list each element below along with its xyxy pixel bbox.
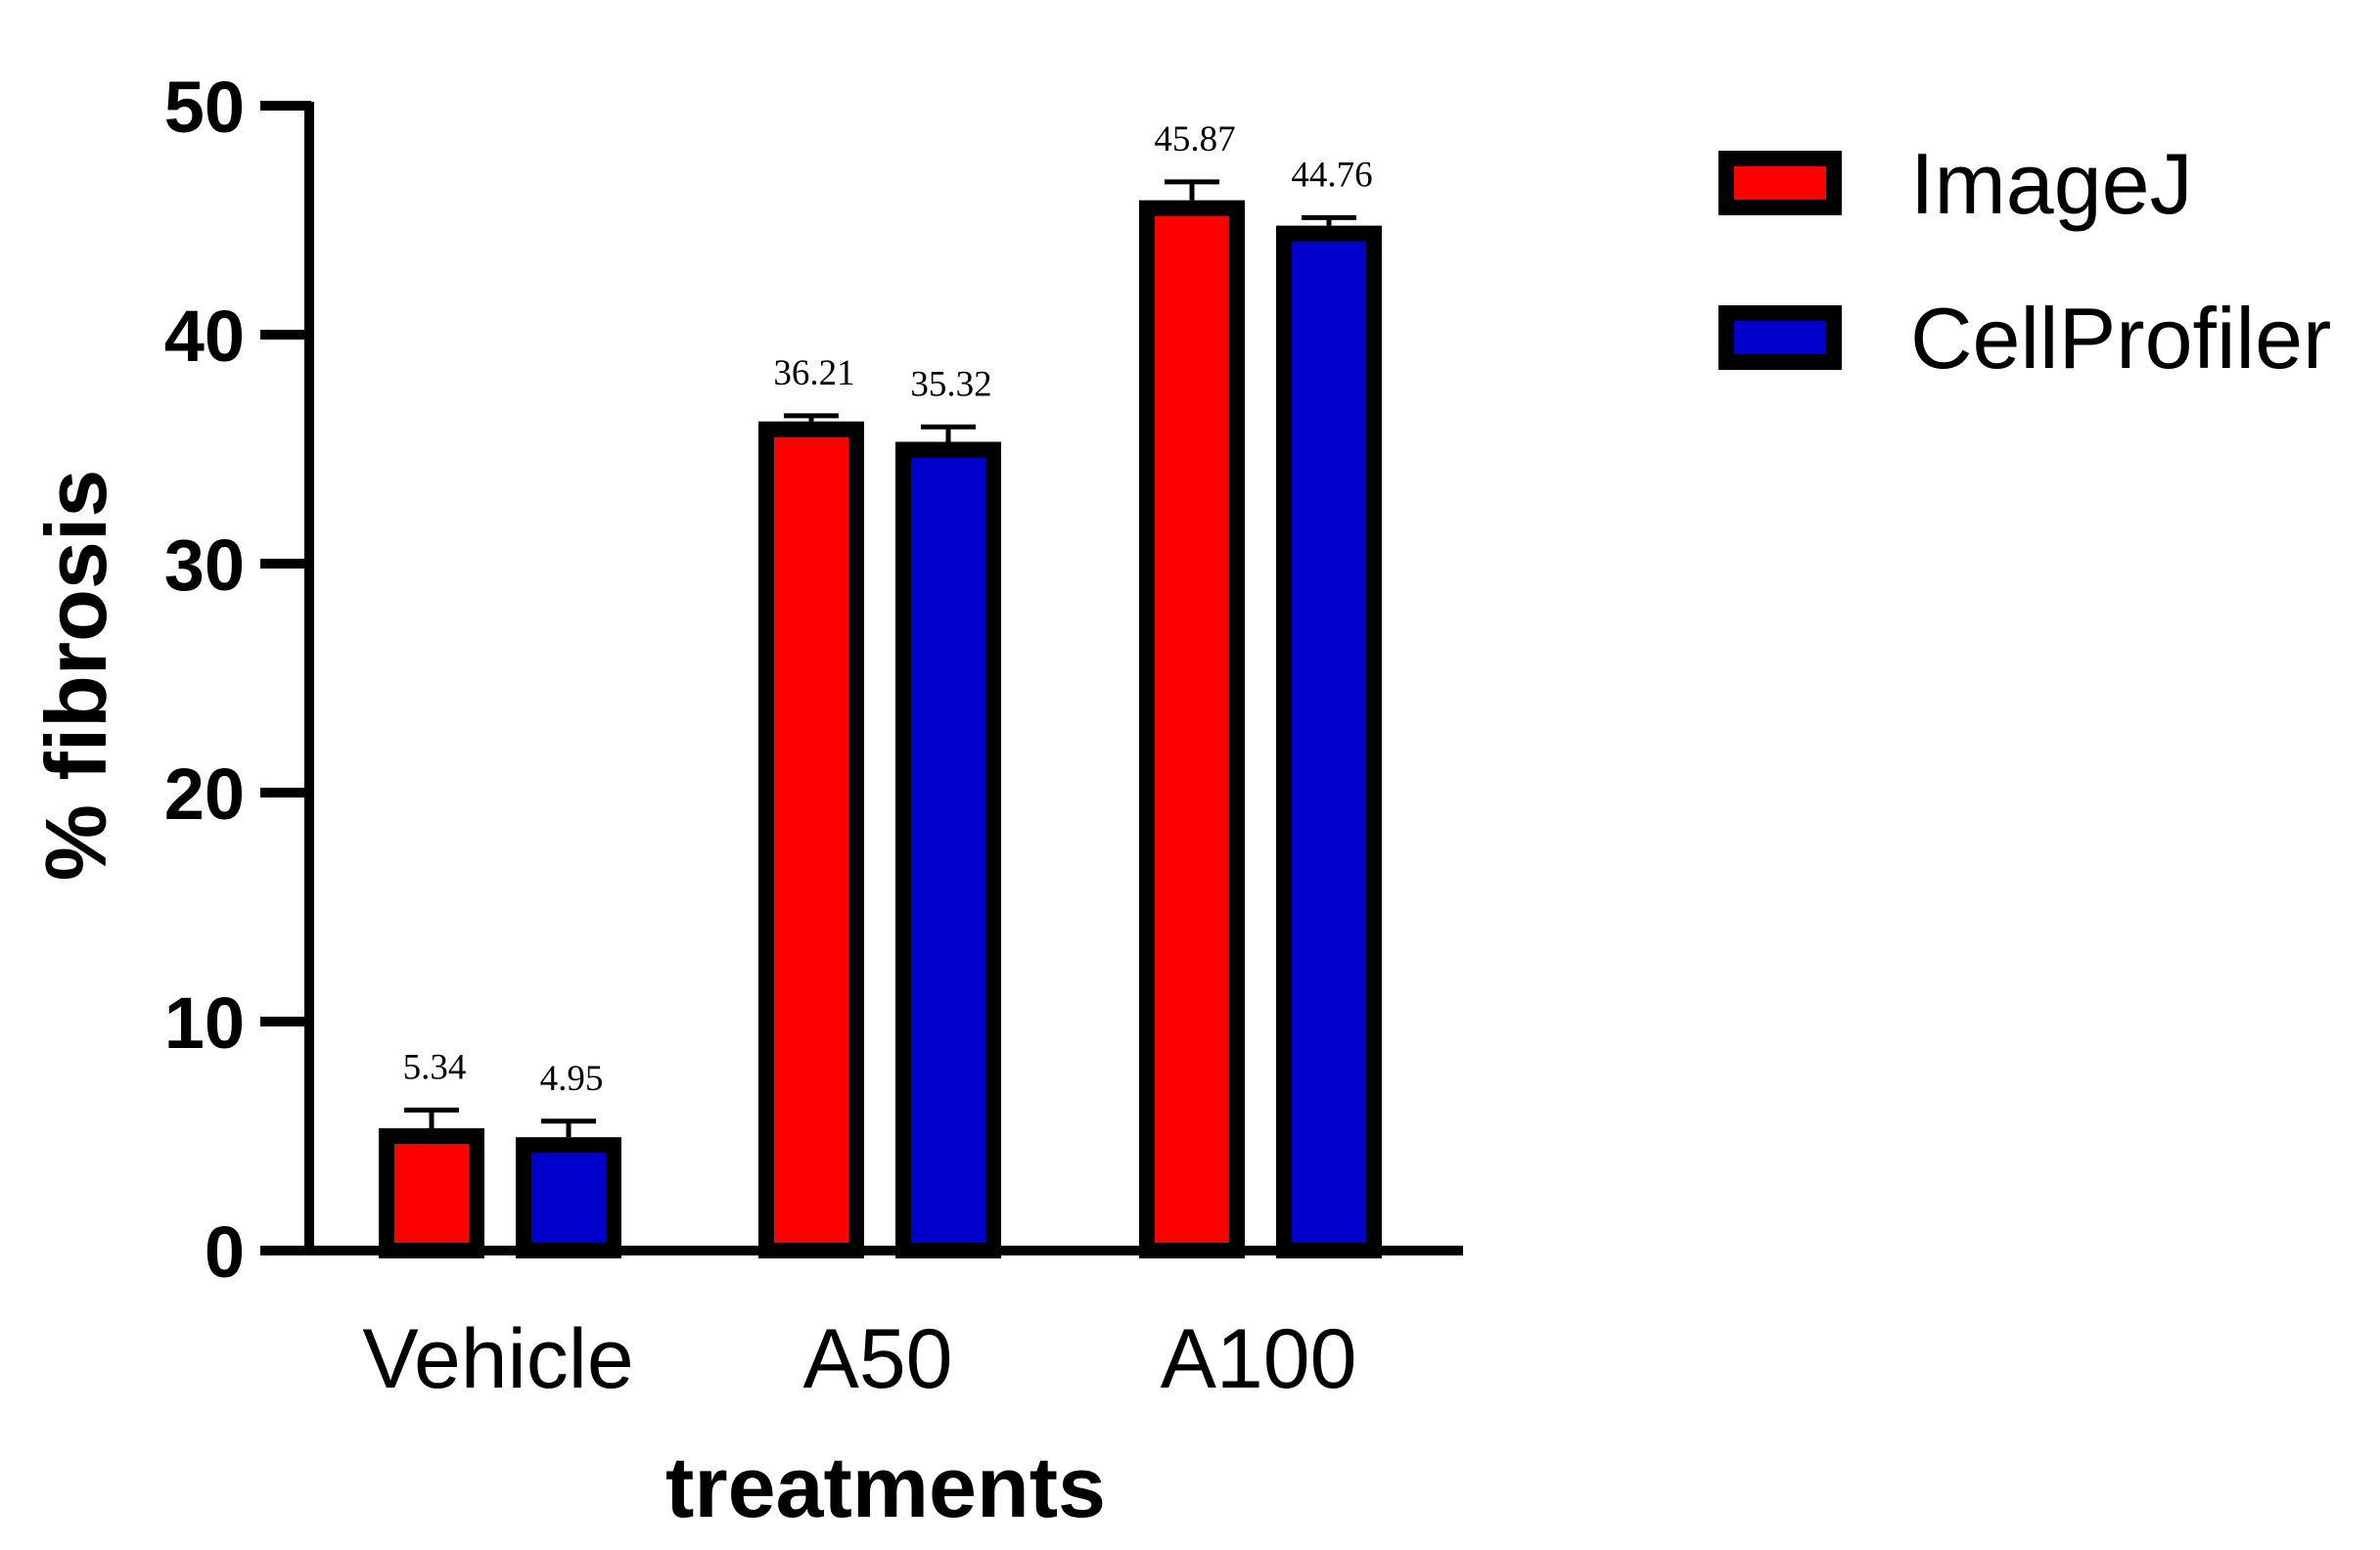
bar-cellprofiler-vehicle xyxy=(516,1137,621,1259)
y-tick-label-20: 20 xyxy=(164,753,245,835)
x-axis-title: treatments xyxy=(665,1438,1106,1535)
legend: ImageJ CellProfiler xyxy=(1718,135,2331,387)
data-label-imagej-a100: 45.87 xyxy=(1154,119,1235,160)
y-tick-label-10: 10 xyxy=(164,982,245,1064)
y-tick-label-40: 40 xyxy=(164,296,245,377)
y-tick-label-30: 30 xyxy=(164,524,245,606)
x-tick-label-a50: A50 xyxy=(802,1312,952,1406)
data-label-cellprofiler-vehicle: 4.95 xyxy=(540,1059,604,1099)
x-tick-label-vehicle: Vehicle xyxy=(362,1312,633,1406)
data-label-cellprofiler-a100: 44.76 xyxy=(1291,155,1372,195)
bar-imagej-a50 xyxy=(758,421,864,1259)
bar-cellprofiler-a50 xyxy=(895,441,1001,1258)
legend-swatch-cellprofiler xyxy=(1718,305,1842,370)
y-axis-title: % fibrosis xyxy=(27,470,124,882)
bar-imagej-vehicle xyxy=(379,1128,484,1258)
y-tick-label-50: 50 xyxy=(164,67,245,148)
data-label-imagej-vehicle: 5.34 xyxy=(403,1047,467,1087)
data-label-cellprofiler-a50: 35.32 xyxy=(910,364,991,404)
axes-layer xyxy=(260,101,1463,1255)
data-label-imagej-a50: 36.21 xyxy=(773,353,854,393)
bar-cellprofiler-a100 xyxy=(1276,225,1382,1259)
legend-label-imagej: ImageJ xyxy=(1910,135,2193,232)
legend-swatch-imagej xyxy=(1718,151,1842,215)
y-tick-label-0: 0 xyxy=(205,1211,245,1293)
labels-layer: 5.34 4.95 Vehicle 36.21 35.32 A50 45.87 44.76 A1… xyxy=(164,67,1373,1406)
legend-label-cellprofiler: CellProfiler xyxy=(1910,290,2331,387)
bar-imagej-a100 xyxy=(1139,200,1245,1259)
bars-layer xyxy=(379,179,1382,1259)
x-tick-label-a100: A100 xyxy=(1161,1312,1357,1406)
